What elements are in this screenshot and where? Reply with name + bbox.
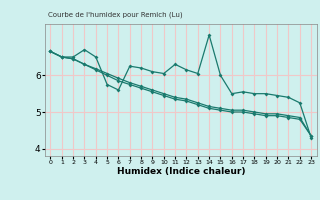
X-axis label: Humidex (Indice chaleur): Humidex (Indice chaleur) — [116, 167, 245, 176]
Text: Courbe de l'humidex pour Remich (Lu): Courbe de l'humidex pour Remich (Lu) — [48, 11, 183, 18]
